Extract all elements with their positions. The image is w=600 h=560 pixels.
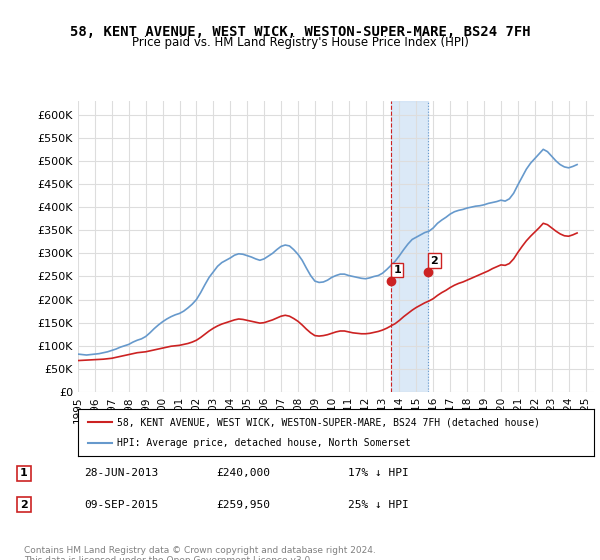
Text: 58, KENT AVENUE, WEST WICK, WESTON-SUPER-MARE, BS24 7FH (detached house): 58, KENT AVENUE, WEST WICK, WESTON-SUPER… (116, 417, 540, 427)
Text: 58, KENT AVENUE, WEST WICK, WESTON-SUPER-MARE, BS24 7FH: 58, KENT AVENUE, WEST WICK, WESTON-SUPER… (70, 25, 530, 39)
Text: 2: 2 (20, 500, 28, 510)
Text: Contains HM Land Registry data © Crown copyright and database right 2024.
This d: Contains HM Land Registry data © Crown c… (24, 546, 376, 560)
Text: £259,950: £259,950 (216, 500, 270, 510)
Text: 2: 2 (431, 255, 439, 265)
Text: 09-SEP-2015: 09-SEP-2015 (84, 500, 158, 510)
Text: Price paid vs. HM Land Registry's House Price Index (HPI): Price paid vs. HM Land Registry's House … (131, 36, 469, 49)
Text: 28-JUN-2013: 28-JUN-2013 (84, 468, 158, 478)
Text: 17% ↓ HPI: 17% ↓ HPI (348, 468, 409, 478)
Text: HPI: Average price, detached house, North Somerset: HPI: Average price, detached house, Nort… (116, 438, 410, 448)
Text: 25% ↓ HPI: 25% ↓ HPI (348, 500, 409, 510)
Bar (391, 101, 428, 392)
Text: 1: 1 (20, 468, 28, 478)
Text: 1: 1 (394, 265, 401, 275)
Text: £240,000: £240,000 (216, 468, 270, 478)
